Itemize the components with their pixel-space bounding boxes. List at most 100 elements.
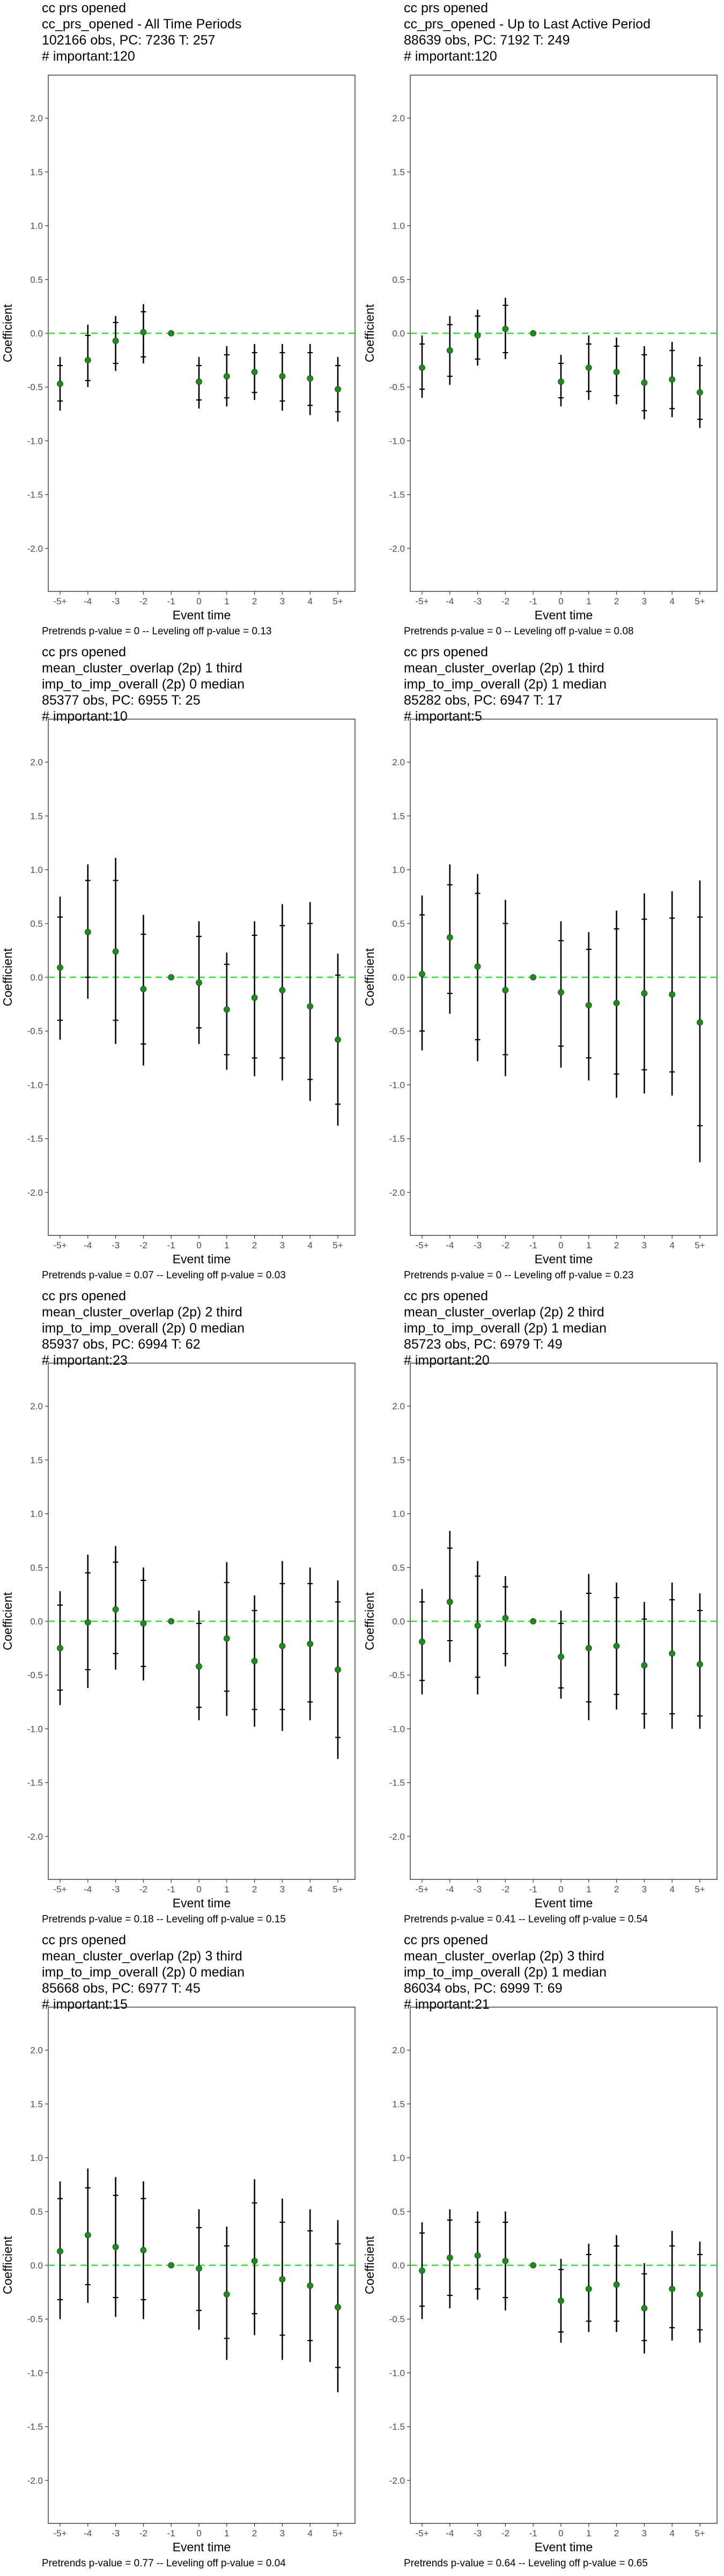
y-tick-label: 1.5 — [392, 2099, 405, 2109]
x-tick-label: -3 — [474, 1240, 482, 1250]
y-tick-label: -2.0 — [27, 2476, 43, 2486]
x-tick-label: -3 — [474, 2528, 482, 2538]
x-axis-label: Event time — [535, 1896, 593, 1910]
coefficient-point — [279, 1643, 286, 1649]
y-tick-label: 1.5 — [392, 1455, 405, 1465]
coefficient-point — [641, 2305, 648, 2312]
event-study-panel: cc prs opened cc_prs_opened - Up to Last … — [362, 0, 724, 644]
panel-title-line: cc prs opened — [404, 1, 489, 16]
panel-title-line: 86034 obs, PC: 6999 T: 69 — [404, 1981, 563, 1996]
panel-footer-pvalues: Pretrends p-value = 0 -- Leveling off p-… — [404, 1270, 634, 1281]
x-tick-label: 3 — [280, 2528, 285, 2538]
coefficient-point — [57, 380, 63, 387]
coefficient-point — [530, 2262, 537, 2268]
event-study-panel: cc prs opened mean_cluster_overlap (2p) 3… — [362, 1932, 724, 2576]
x-tick-label: 0 — [558, 1240, 563, 1250]
coefficient-point — [279, 373, 286, 380]
y-tick-label: 1.5 — [30, 811, 43, 821]
coefficient-point — [446, 934, 453, 941]
y-tick-label: 0.5 — [30, 2207, 43, 2217]
coefficient-point — [558, 2297, 564, 2304]
x-axis-label: Event time — [173, 2540, 231, 2554]
panel-title-line: cc prs opened — [42, 1289, 127, 1304]
x-tick-label: 2 — [614, 596, 619, 606]
event-study-panel: cc prs opened mean_cluster_overlap (2p) 2… — [362, 1288, 724, 1932]
x-tick-label: 5+ — [695, 2528, 705, 2538]
x-tick-label: 4 — [307, 1884, 312, 1894]
x-tick-label: -5+ — [415, 2528, 429, 2538]
panel-title-line: # important:20 — [404, 1353, 490, 1368]
coefficient-point — [57, 2248, 63, 2255]
coefficient-point — [669, 991, 676, 998]
x-tick-label: 3 — [280, 1884, 285, 1894]
y-tick-label: -1.0 — [27, 436, 43, 446]
y-tick-label: -1.0 — [27, 1724, 43, 1734]
coefficient-point — [446, 1599, 453, 1605]
coefficient-plot: 2.0 1.5 1.0 0.5 0.0 -0.5 -1.0 -1.5 -2.0 -5+ -4 -3 -2… — [363, 75, 718, 622]
coefficient-plot: 2.0 1.5 1.0 0.5 0.0 -0.5 -1.0 -1.5 -2.0 -5+ -4 -3 -2… — [363, 719, 718, 1266]
y-tick-label: -1.5 — [389, 1134, 405, 1144]
coefficient-point — [558, 378, 564, 385]
y-tick-label: 0.5 — [392, 2207, 405, 2217]
y-tick-label: -0.5 — [27, 1670, 43, 1680]
x-tick-label: 1 — [586, 1884, 591, 1894]
panel-title-line: cc prs opened — [404, 645, 489, 660]
y-tick-label: -0.5 — [389, 2314, 405, 2324]
coefficient-point — [474, 963, 481, 970]
x-tick-label: 0 — [558, 2528, 563, 2538]
coefficient-point — [669, 1650, 676, 1657]
y-tick-label: -0.5 — [27, 1026, 43, 1036]
panel-title: cc prs opened mean_cluster_overlap (2p) 1… — [42, 644, 245, 724]
panel-title-line: imp_to_imp_overall (2p) 1 median — [404, 677, 607, 692]
event-study-panel: cc prs opened mean_cluster_overlap (2p) 2… — [0, 1288, 362, 1932]
x-tick-label: -4 — [446, 596, 454, 606]
x-tick-label: -2 — [501, 1240, 509, 1250]
panel-title-line: # important:5 — [404, 709, 482, 724]
coefficient-plot: 2.0 1.5 1.0 0.5 0.0 -0.5 -1.0 -1.5 -2.0 -5+ -4 -3 -2… — [1, 719, 356, 1266]
panel-title-line: 102166 obs, PC: 7236 T: 257 — [42, 33, 216, 48]
x-tick-label: 5+ — [695, 596, 705, 606]
panel-title: cc prs opened cc_prs_opened - All Time Pe… — [42, 0, 241, 64]
y-tick-label: 1.5 — [30, 167, 43, 177]
y-tick-label: -1.5 — [27, 1134, 43, 1144]
panel-title-line: imp_to_imp_overall (2p) 0 median — [42, 1965, 245, 1980]
x-tick-label: 1 — [224, 1240, 229, 1250]
coefficient-point — [530, 330, 537, 336]
x-tick-label: 5+ — [333, 596, 343, 606]
x-tick-label: -3 — [474, 1884, 482, 1894]
coefficient-point — [57, 964, 63, 971]
y-tick-label: 0.0 — [30, 2260, 43, 2271]
panel-title-line: imp_to_imp_overall (2p) 1 median — [404, 1321, 607, 1336]
coefficient-point — [57, 1645, 63, 1652]
coefficient-point — [446, 347, 453, 354]
panel-title-line: 85377 obs, PC: 6955 T: 25 — [42, 693, 201, 708]
coefficient-plot: 2.0 1.5 1.0 0.5 0.0 -0.5 -1.0 -1.5 -2.0 -5+ -4 -3 -2… — [363, 2007, 718, 2554]
x-tick-label: 3 — [280, 596, 285, 606]
coefficient-point — [168, 330, 175, 336]
x-tick-label: -1 — [167, 2528, 175, 2538]
coefficient-point — [84, 1619, 91, 1626]
x-tick-label: -2 — [139, 596, 147, 606]
panel-title-line: # important:120 — [42, 49, 135, 64]
x-tick-label: -3 — [112, 1240, 120, 1250]
panel-title-line: cc prs opened — [42, 645, 127, 660]
y-tick-label: 2.0 — [30, 1401, 43, 1411]
y-tick-label: -1.5 — [27, 2422, 43, 2432]
x-tick-label: -4 — [84, 596, 92, 606]
coefficient-point — [613, 1643, 620, 1649]
y-tick-label: 0.0 — [392, 328, 405, 339]
coefficient-point — [307, 375, 314, 382]
panel-title-line: 88639 obs, PC: 7192 T: 249 — [404, 33, 570, 48]
coefficient-point — [140, 1620, 147, 1627]
coefficient-point — [140, 329, 147, 335]
x-tick-label: -4 — [446, 2528, 454, 2538]
x-tick-label: 3 — [642, 2528, 647, 2538]
y-tick-label: -2.0 — [389, 1188, 405, 1198]
y-tick-label: 0.0 — [392, 972, 405, 983]
panel-title-line: 85668 obs, PC: 6977 T: 45 — [42, 1981, 201, 1996]
panel-title-line: mean_cluster_overlap (2p) 2 third — [404, 1305, 604, 1320]
coefficient-point — [419, 1638, 425, 1645]
x-tick-label: 2 — [252, 1240, 257, 1250]
x-tick-label: 2 — [252, 2528, 257, 2538]
coefficient-point — [251, 369, 258, 376]
